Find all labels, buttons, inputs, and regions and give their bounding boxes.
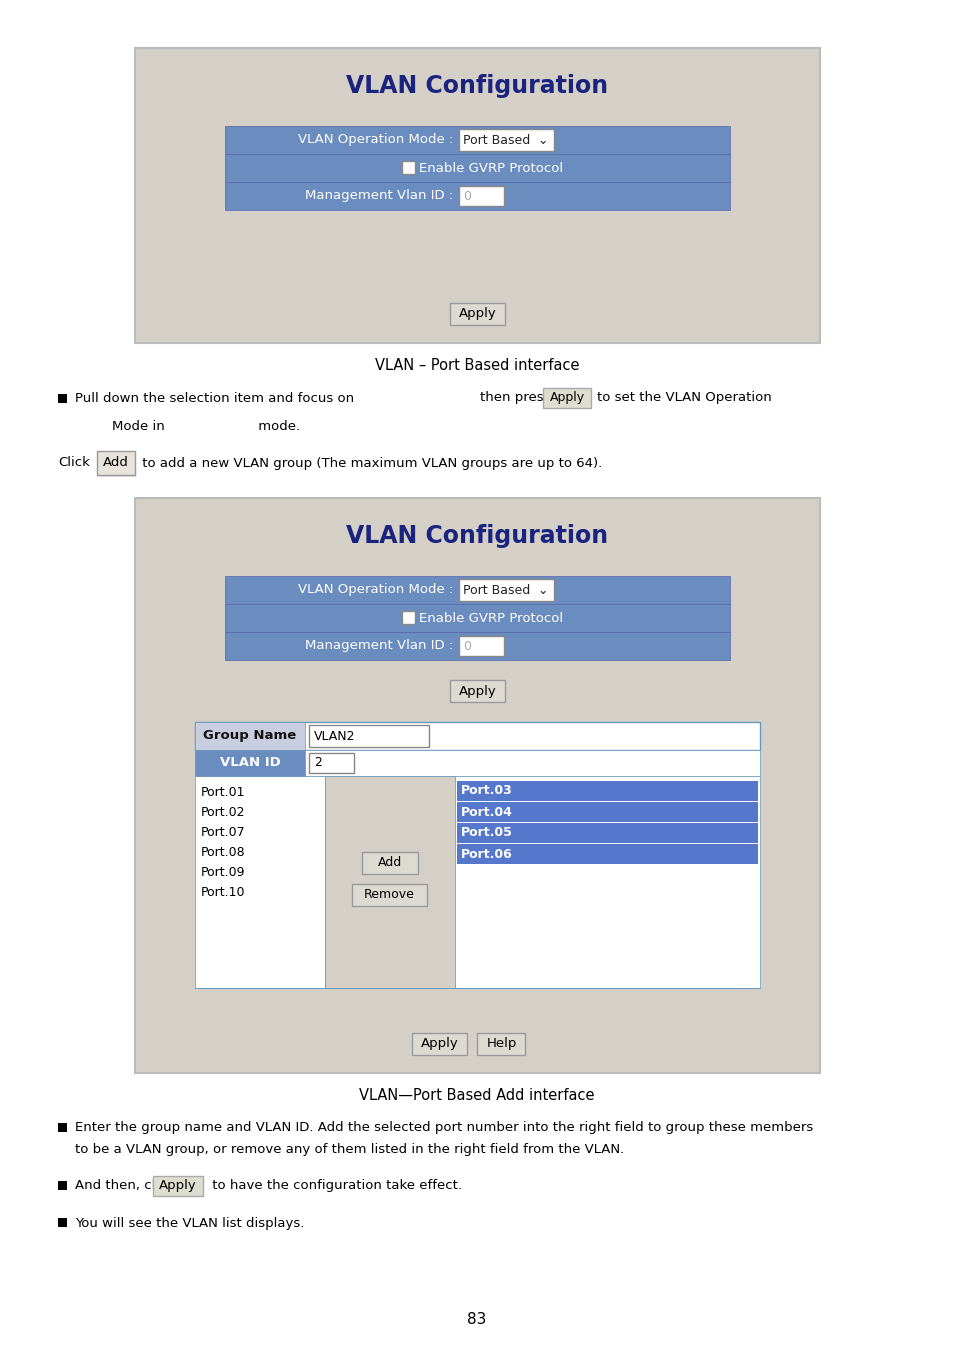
Bar bbox=[225, 182, 729, 211]
Bar bbox=[456, 802, 758, 822]
Text: Enter the group name and VLAN ID. Add the selected port number into the right fi: Enter the group name and VLAN ID. Add th… bbox=[75, 1122, 812, 1134]
Text: Apply: Apply bbox=[458, 684, 497, 698]
Text: Port.03: Port.03 bbox=[460, 784, 512, 798]
Text: ⌄: ⌄ bbox=[537, 583, 547, 597]
Bar bbox=[456, 844, 758, 864]
Bar bbox=[225, 126, 729, 154]
Bar bbox=[194, 776, 325, 988]
Text: Port.02: Port.02 bbox=[201, 806, 245, 818]
Text: Port.04: Port.04 bbox=[460, 806, 513, 818]
Text: Mode in                      mode.: Mode in mode. bbox=[112, 420, 300, 432]
Bar bbox=[450, 680, 505, 702]
Text: Port.07: Port.07 bbox=[201, 825, 245, 838]
Text: Port.08: Port.08 bbox=[201, 845, 245, 859]
Text: Management Vlan ID :: Management Vlan ID : bbox=[304, 640, 456, 652]
Text: VLAN2: VLAN2 bbox=[314, 729, 355, 742]
Bar bbox=[456, 782, 758, 801]
Text: Pull down the selection item and focus on: Pull down the selection item and focus o… bbox=[75, 392, 354, 405]
Text: Port.01: Port.01 bbox=[201, 786, 245, 798]
Bar bbox=[458, 636, 504, 656]
Text: Apply: Apply bbox=[549, 392, 584, 405]
Text: And then, click: And then, click bbox=[75, 1180, 174, 1192]
Bar bbox=[477, 1033, 525, 1054]
Text: Port.09: Port.09 bbox=[201, 865, 245, 879]
Bar bbox=[402, 161, 416, 174]
Text: 0: 0 bbox=[463, 640, 471, 652]
Bar bbox=[225, 576, 729, 603]
Bar bbox=[152, 1176, 203, 1196]
Text: Enable GVRP Protocol: Enable GVRP Protocol bbox=[419, 612, 563, 625]
Text: Group Name: Group Name bbox=[203, 729, 296, 742]
Bar bbox=[309, 753, 354, 774]
Bar bbox=[352, 884, 427, 906]
Bar bbox=[542, 387, 590, 408]
Text: VLAN—Port Based Add interface: VLAN—Port Based Add interface bbox=[359, 1088, 594, 1103]
Text: Add: Add bbox=[377, 856, 402, 869]
Bar bbox=[225, 603, 729, 632]
Bar bbox=[194, 751, 305, 776]
Text: Remove: Remove bbox=[364, 888, 415, 902]
Bar bbox=[58, 1123, 67, 1133]
Bar bbox=[225, 154, 729, 182]
Bar bbox=[325, 776, 455, 988]
Bar bbox=[194, 751, 760, 776]
Text: 0: 0 bbox=[463, 189, 471, 202]
Text: then press: then press bbox=[479, 392, 550, 405]
Text: VLAN Configuration: VLAN Configuration bbox=[346, 74, 608, 99]
Bar bbox=[135, 49, 820, 343]
Bar bbox=[225, 632, 729, 660]
Text: Help: Help bbox=[486, 1038, 517, 1050]
Bar bbox=[458, 186, 504, 207]
Text: Click: Click bbox=[58, 456, 90, 470]
Text: VLAN Operation Mode :: VLAN Operation Mode : bbox=[297, 134, 456, 147]
Text: 83: 83 bbox=[467, 1312, 486, 1327]
Bar bbox=[97, 451, 135, 475]
Text: Enable GVRP Protocol: Enable GVRP Protocol bbox=[419, 162, 563, 174]
Bar bbox=[402, 612, 416, 624]
Bar bbox=[58, 393, 67, 402]
Text: Add: Add bbox=[103, 456, 129, 470]
Text: VLAN Configuration: VLAN Configuration bbox=[346, 524, 608, 548]
Bar bbox=[58, 1218, 67, 1227]
Bar bbox=[309, 725, 429, 747]
Text: to have the configuration take effect.: to have the configuration take effect. bbox=[208, 1180, 461, 1192]
Bar bbox=[455, 776, 760, 988]
Text: Management Vlan ID :: Management Vlan ID : bbox=[304, 189, 456, 202]
Text: to add a new VLAN group (The maximum VLAN groups are up to 64).: to add a new VLAN group (The maximum VLA… bbox=[138, 456, 601, 470]
Text: Port.10: Port.10 bbox=[201, 886, 245, 899]
Text: VLAN – Port Based interface: VLAN – Port Based interface bbox=[375, 358, 578, 373]
Text: Apply: Apply bbox=[420, 1038, 458, 1050]
Bar bbox=[458, 130, 554, 151]
Text: to set the VLAN Operation: to set the VLAN Operation bbox=[597, 392, 771, 405]
Text: 2: 2 bbox=[314, 756, 321, 770]
Text: Port Based: Port Based bbox=[463, 134, 530, 147]
Bar bbox=[361, 852, 417, 873]
Text: You will see the VLAN list displays.: You will see the VLAN list displays. bbox=[75, 1216, 304, 1230]
Bar bbox=[135, 498, 820, 1073]
Text: Apply: Apply bbox=[458, 308, 496, 320]
Bar bbox=[58, 1181, 67, 1189]
Text: to be a VLAN group, or remove any of them listed in the right field from the VLA: to be a VLAN group, or remove any of the… bbox=[75, 1143, 623, 1157]
Bar bbox=[194, 722, 305, 751]
Bar bbox=[450, 302, 504, 325]
Bar bbox=[456, 824, 758, 842]
Text: VLAN Operation Mode :: VLAN Operation Mode : bbox=[297, 583, 456, 597]
Text: Port.06: Port.06 bbox=[460, 848, 512, 860]
Bar bbox=[194, 722, 760, 751]
Text: ⌄: ⌄ bbox=[537, 134, 547, 147]
Bar bbox=[412, 1033, 467, 1054]
Text: Port Based: Port Based bbox=[463, 583, 530, 597]
Text: Apply: Apply bbox=[159, 1180, 196, 1192]
Text: VLAN ID: VLAN ID bbox=[219, 756, 280, 770]
Bar bbox=[458, 579, 554, 601]
Text: Port.05: Port.05 bbox=[460, 826, 513, 840]
